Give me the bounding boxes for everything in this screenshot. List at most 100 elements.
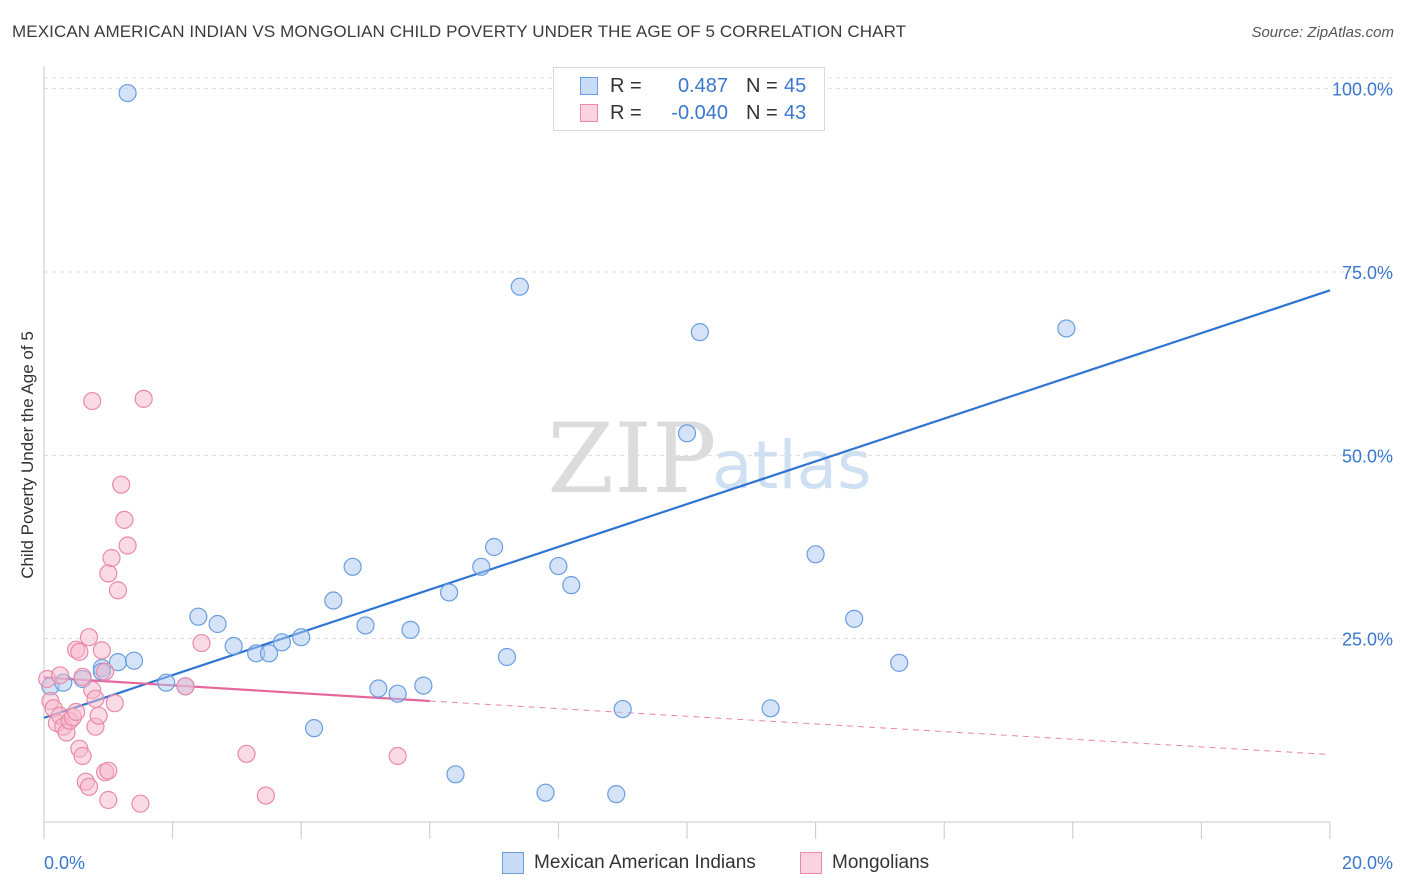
data-point-mexican-american-indians bbox=[613, 699, 632, 719]
data-point-mexican-american-indians bbox=[343, 557, 362, 576]
legend-r-label: R = bbox=[610, 74, 642, 97]
data-point-mongolians bbox=[112, 475, 131, 494]
legend-label: Mongolians bbox=[832, 852, 930, 873]
data-point-mongolians bbox=[50, 666, 70, 685]
data-point-mexican-american-indians bbox=[536, 783, 555, 802]
legend-swatch-blue bbox=[502, 852, 524, 874]
y-tick-label: 75.0% bbox=[1342, 263, 1393, 283]
watermark-atlas: atlas bbox=[712, 427, 872, 504]
data-point-mexican-american-indians bbox=[292, 628, 311, 647]
legend-item-mongolians: Mongolians bbox=[800, 852, 929, 874]
data-point-mongolians bbox=[73, 746, 92, 766]
data-point-mexican-american-indians bbox=[259, 644, 279, 663]
legend-r-label: R = bbox=[610, 101, 642, 124]
data-point-mongolians bbox=[79, 628, 99, 647]
data-point-mexican-american-indians bbox=[845, 609, 864, 628]
data-point-mexican-american-indians bbox=[607, 785, 626, 804]
data-point-mongolians bbox=[256, 786, 275, 805]
legend-item-mexican-american-indians: Mexican American Indians bbox=[502, 852, 756, 874]
data-point-mexican-american-indians bbox=[388, 684, 407, 703]
trend-lines bbox=[43, 289, 1331, 756]
data-point-mongolians bbox=[99, 761, 118, 780]
data-point-mongolians bbox=[115, 510, 134, 529]
data-point-mexican-american-indians bbox=[690, 323, 709, 342]
data-point-mexican-american-indians bbox=[401, 620, 420, 639]
data-point-mongolians bbox=[70, 642, 89, 661]
data-point-mexican-american-indians bbox=[356, 616, 375, 635]
data-point-mexican-american-indians bbox=[324, 591, 343, 610]
series-legend: Mexican American Indians Mongolians bbox=[0, 852, 1406, 878]
data-point-mongolians bbox=[131, 794, 150, 813]
legend-n-label: N = bbox=[746, 101, 778, 124]
data-point-mexican-american-indians bbox=[304, 719, 324, 738]
data-point-mongolians bbox=[89, 706, 108, 725]
data-point-mexican-american-indians bbox=[369, 679, 388, 698]
x-tick-label: 20.0% bbox=[1342, 853, 1393, 873]
data-point-mexican-american-indians bbox=[124, 651, 144, 670]
legend-swatch-pink bbox=[580, 104, 598, 122]
data-point-mongolians bbox=[79, 777, 99, 796]
data-point-mongolians bbox=[102, 548, 121, 568]
data-point-mongolians bbox=[192, 633, 211, 653]
data-point-mexican-american-indians bbox=[549, 556, 568, 576]
source-label: Source: ZipAtlas.com bbox=[1251, 24, 1394, 41]
data-point-mexican-american-indians bbox=[485, 537, 504, 557]
legend-n-value: 45 bbox=[784, 74, 807, 97]
legend-row-blue: R = 0.487 N = 45 bbox=[554, 73, 806, 99]
legend-r-value: 0.487 bbox=[677, 74, 728, 97]
data-point-mexican-american-indians bbox=[677, 424, 697, 443]
y-tick-label: 50.0% bbox=[1342, 446, 1393, 466]
data-point-mongolians bbox=[95, 662, 115, 681]
x-tick-label: 0.0% bbox=[44, 853, 85, 873]
y-tick-label: 100.0% bbox=[1332, 80, 1393, 100]
data-point-mongolians bbox=[73, 667, 92, 686]
data-point-mexican-american-indians bbox=[472, 557, 491, 576]
data-point-mongolians bbox=[99, 790, 118, 810]
legend-row-pink: R = -0.040 N = 43 bbox=[554, 100, 806, 126]
data-point-mexican-american-indians bbox=[439, 583, 459, 602]
data-point-mexican-american-indians bbox=[189, 607, 208, 626]
legend-swatch-pink bbox=[800, 852, 822, 874]
data-point-mongolians bbox=[118, 536, 137, 555]
data-point-mongolians bbox=[176, 677, 195, 696]
chart-title: MEXICAN AMERICAN INDIAN VS MONGOLIAN CHI… bbox=[12, 22, 907, 41]
y-tick-label: 25.0% bbox=[1342, 630, 1393, 650]
data-point-mongolians bbox=[83, 391, 102, 411]
data-point-mexican-american-indians bbox=[806, 545, 825, 564]
data-point-mexican-american-indians bbox=[446, 765, 465, 784]
data-point-mongolians bbox=[99, 564, 118, 583]
trend-line-mongolians bbox=[429, 700, 1331, 756]
data-point-mexican-american-indians bbox=[1057, 319, 1076, 338]
data-point-mongolians bbox=[237, 744, 256, 763]
data-point-mongolians bbox=[105, 694, 124, 713]
data-point-mongolians bbox=[108, 581, 128, 600]
data-point-mexican-american-indians bbox=[510, 277, 529, 296]
data-point-mexican-american-indians bbox=[157, 673, 176, 692]
data-point-mongolians bbox=[134, 389, 153, 408]
data-points bbox=[38, 83, 1076, 813]
axis-labels: 25.0% 50.0% 75.0% 100.0% 0.0% 20.0% Child Pove… bbox=[18, 80, 1393, 873]
data-point-mexican-american-indians bbox=[761, 699, 780, 718]
data-point-mexican-american-indians bbox=[272, 633, 292, 652]
data-point-mexican-american-indians bbox=[890, 653, 909, 672]
watermark: ZIP atlas bbox=[547, 403, 871, 515]
data-point-mongolians bbox=[86, 689, 105, 708]
data-point-mexican-american-indians bbox=[497, 647, 517, 667]
correlation-legend: R = 0.487 N = 45 R = -0.040 N = 43 bbox=[553, 67, 825, 131]
y-axis-title: Child Poverty Under the Age of 5 bbox=[18, 331, 37, 579]
data-point-mexican-american-indians bbox=[224, 636, 243, 656]
data-point-mexican-american-indians bbox=[414, 676, 433, 695]
data-point-mongolians bbox=[67, 702, 86, 722]
legend-n-value: 43 bbox=[784, 101, 807, 124]
data-point-mongolians bbox=[92, 641, 111, 660]
data-point-mexican-american-indians bbox=[208, 614, 227, 634]
data-point-mexican-american-indians bbox=[562, 576, 581, 595]
legend-n-label: N = bbox=[746, 74, 778, 97]
data-point-mexican-american-indians bbox=[118, 83, 137, 103]
trend-line-mongolians bbox=[43, 676, 430, 703]
legend-label: Mexican American Indians bbox=[534, 852, 756, 873]
grid-lines bbox=[44, 77, 1394, 640]
watermark-zip: ZIP bbox=[547, 403, 716, 515]
legend-swatch-blue bbox=[580, 77, 598, 95]
